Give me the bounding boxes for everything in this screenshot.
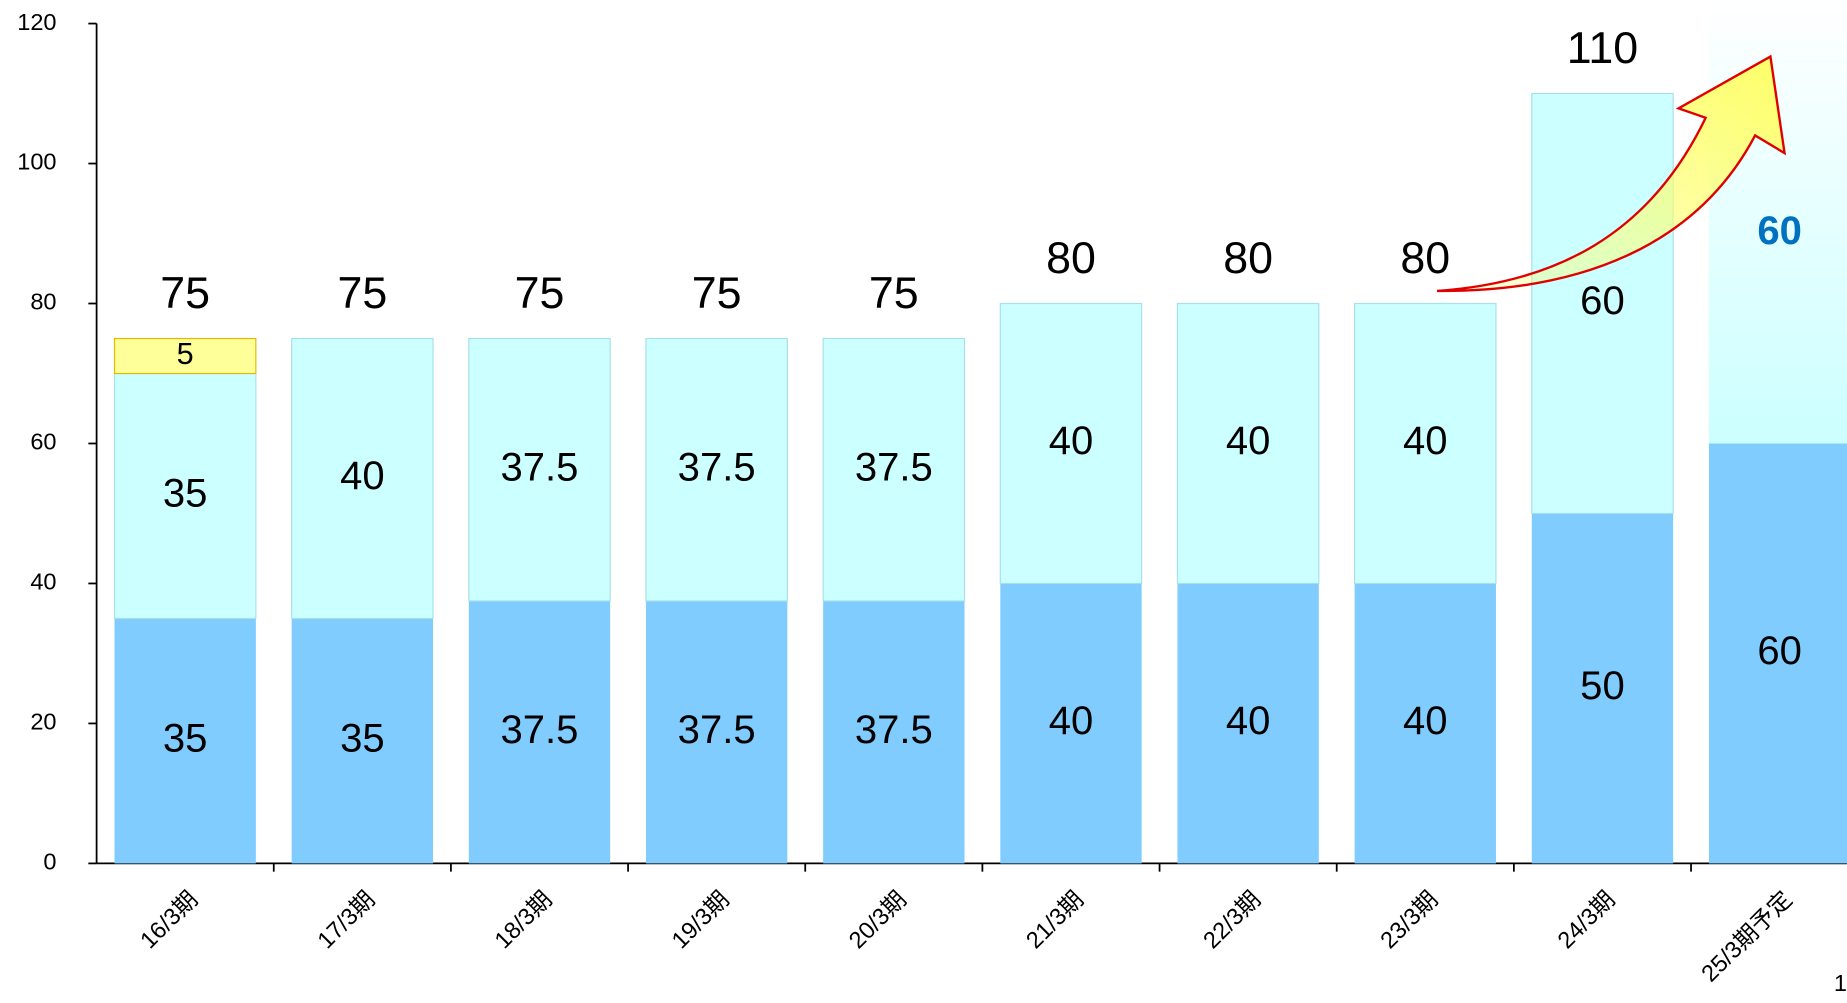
total-label: 75 xyxy=(337,268,387,318)
total-label: 80 xyxy=(1046,233,1096,283)
bar-segment xyxy=(113,372,257,620)
value-label: 40 xyxy=(1403,699,1448,743)
bar-segment xyxy=(1708,0,1847,444)
growth-arrow xyxy=(1436,54,1787,293)
bar-segment xyxy=(1000,583,1142,864)
value-label: 37.5 xyxy=(678,708,756,752)
value-label: 40 xyxy=(1049,699,1094,743)
value-label: 60 xyxy=(1757,629,1802,673)
page-number: 1 xyxy=(1834,970,1847,996)
value-label: 40 xyxy=(1226,419,1271,463)
total-label: 75 xyxy=(160,268,210,318)
value-label: 40 xyxy=(1049,419,1094,463)
x-tick-label: 24/3期 xyxy=(1552,886,1619,953)
value-label: 60 xyxy=(1757,209,1802,253)
x-tick-label: 16/3期 xyxy=(135,886,202,953)
bar-segment xyxy=(823,600,965,864)
value-label: 37.5 xyxy=(855,708,933,752)
total-label: 80 xyxy=(1400,233,1450,283)
y-tick-label: 20 xyxy=(30,709,56,735)
total-label: 75 xyxy=(692,268,742,318)
value-label: 40 xyxy=(1226,699,1271,743)
bar-segment xyxy=(1176,302,1320,585)
y-tick-label: 60 xyxy=(30,429,56,455)
total-label: 75 xyxy=(869,268,919,318)
value-label: 37.5 xyxy=(501,708,579,752)
x-tick-label: 25/3期予定 xyxy=(1696,886,1797,987)
x-tick-label: 18/3期 xyxy=(489,886,556,953)
total-label: 120 xyxy=(1742,0,1817,3)
total-label: 80 xyxy=(1223,233,1273,283)
y-tick-label: 80 xyxy=(30,289,56,315)
value-label: 50 xyxy=(1580,664,1625,708)
y-tick-label: 120 xyxy=(17,9,56,35)
bar-segment xyxy=(1354,583,1496,864)
value-label: 35 xyxy=(340,717,385,761)
value-label: 40 xyxy=(1403,419,1448,463)
bar-segment xyxy=(113,337,257,375)
bar-segment xyxy=(645,600,788,864)
total-label: 110 xyxy=(1567,23,1638,73)
value-label: 35 xyxy=(163,717,208,761)
value-label: 40 xyxy=(340,454,385,498)
value-label: 37.5 xyxy=(855,445,933,489)
bar-segment xyxy=(1531,513,1674,864)
x-tick-label: 19/3期 xyxy=(667,886,734,953)
bar-segment xyxy=(468,600,611,864)
bar-segment xyxy=(468,337,611,602)
bar-segment xyxy=(645,337,788,602)
bar-segment xyxy=(291,337,434,620)
x-tick-label: 21/3期 xyxy=(1021,886,1088,953)
y-tick-label: 0 xyxy=(43,849,56,875)
y-tick-label: 40 xyxy=(30,569,56,595)
value-label: 37.5 xyxy=(501,445,579,489)
x-tick-label: 17/3期 xyxy=(312,886,379,953)
plot: 0 20 40 60 80 100 120 16/3期 35 35 5 75 17/3期 35 40 75 18… xyxy=(17,0,1847,987)
value-label: 60 xyxy=(1580,279,1625,323)
value-label: 35 xyxy=(163,472,208,516)
value-label: 37.5 xyxy=(678,445,756,489)
x-tick-label: 22/3期 xyxy=(1198,886,1265,953)
bar-segment xyxy=(291,618,434,864)
value-label: 5 xyxy=(177,337,194,371)
bar-segment xyxy=(1708,443,1847,864)
bar-segment xyxy=(1177,583,1319,864)
bar-segment xyxy=(1354,302,1497,585)
bar-segment xyxy=(999,302,1143,585)
bar-segment xyxy=(822,337,966,602)
x-tick-label: 23/3期 xyxy=(1375,886,1442,953)
y-tick-label: 100 xyxy=(17,149,56,175)
bar-segment xyxy=(114,618,256,864)
total-label: 75 xyxy=(515,268,565,318)
bar-segment xyxy=(1531,92,1674,515)
x-tick-label: 20/3期 xyxy=(844,886,911,953)
